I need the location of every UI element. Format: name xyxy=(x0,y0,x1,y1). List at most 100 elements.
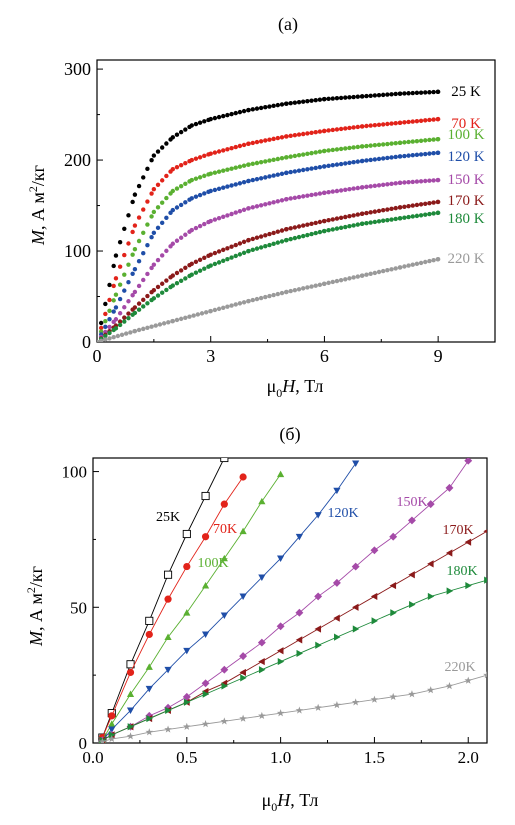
panel-a-data-point xyxy=(305,285,310,290)
panel-a-data-point xyxy=(360,158,365,164)
panel-a-data-point xyxy=(385,92,390,97)
panel-a-data-point xyxy=(347,214,352,219)
panel-a-data-point xyxy=(301,131,306,137)
panel-a-data-point xyxy=(246,206,251,211)
panel-b-data-point xyxy=(183,698,191,706)
panel-a-data-point xyxy=(402,264,407,269)
panel-a-data-point xyxy=(398,205,403,210)
panel-a-data-point xyxy=(98,320,104,326)
panel-a-x-tick-label: 6 xyxy=(320,346,329,366)
panel-a-data-point xyxy=(145,243,150,248)
panel-a-data-point xyxy=(305,232,310,238)
panel-a-data-point xyxy=(380,156,386,161)
panel-a-data-point xyxy=(170,166,176,172)
panel-b-data-point xyxy=(315,641,322,649)
panel-a-data-point xyxy=(284,227,289,232)
panel-a-data-point xyxy=(197,155,203,160)
panel-b-data-point xyxy=(352,460,360,468)
panel-a-data-point xyxy=(347,95,352,100)
panel-b-data-point xyxy=(276,709,285,717)
panel-a-data-point xyxy=(267,174,272,179)
panel-a-data-point xyxy=(330,227,335,232)
panel-a-data-point xyxy=(202,173,207,179)
panel-a-data-point xyxy=(191,313,196,318)
panel-a-data-point xyxy=(364,210,369,216)
panel-b-data-point xyxy=(165,706,172,715)
panel-b-data-point xyxy=(163,570,173,579)
panel-a-data-point xyxy=(145,325,150,330)
panel-b-series-25k xyxy=(98,458,229,742)
panel-a-data-point xyxy=(414,90,420,96)
panel-a-data-point xyxy=(267,201,272,206)
panel-b-data-point xyxy=(427,560,434,568)
panel-a-x-tick-label: 0 xyxy=(93,346,102,366)
panel-b-series-label: 25K xyxy=(156,510,180,525)
panel-a-data-point xyxy=(427,258,432,264)
panel-a-data-point xyxy=(288,236,293,242)
panel-b-series-label: 170K xyxy=(442,523,473,538)
panel-a-data-point xyxy=(292,169,298,174)
panel-a-data-point xyxy=(338,277,344,283)
panel-a-data-point xyxy=(393,181,398,186)
panel-a-data-point xyxy=(250,161,255,167)
panel-a-data-point xyxy=(372,93,378,98)
panel-a-data-point xyxy=(132,247,138,252)
panel-a-data-point xyxy=(414,118,420,124)
panel-a-data-point xyxy=(385,267,390,273)
panel-a-data-point xyxy=(398,91,403,96)
panel-a-data-point xyxy=(326,280,331,286)
panel-a-data-point xyxy=(406,153,411,158)
panel-a-data-point xyxy=(126,315,131,321)
panel-a-data-point xyxy=(229,166,234,171)
panel-a-data-point xyxy=(178,278,184,283)
panel-a-data-point xyxy=(355,222,360,227)
panel-a-data-point xyxy=(435,136,441,142)
panel-a-data-point xyxy=(149,235,154,240)
panel-a-data-point xyxy=(326,96,331,102)
panel-a-data-point xyxy=(389,217,394,222)
panel-b-data-point xyxy=(164,725,172,733)
panel-b-data-point xyxy=(314,592,323,601)
panel-a-data-point xyxy=(254,160,260,166)
panel-a-data-point xyxy=(107,297,112,303)
panel-a-data-point xyxy=(117,296,123,302)
panel-a-data-point xyxy=(380,208,386,213)
panel-a-data-point xyxy=(275,156,281,162)
panel-a-data-point xyxy=(132,267,138,272)
panel-a-data-point xyxy=(229,303,234,308)
panel-a-data-point xyxy=(263,233,268,238)
panel-a-data-point xyxy=(233,253,238,259)
panel-a-data-point xyxy=(355,159,360,164)
panel-a-data-point xyxy=(130,271,135,277)
panel-a-data-point xyxy=(103,301,108,307)
panel-a-data-point xyxy=(170,188,176,194)
panel-a-data-point xyxy=(271,292,276,298)
panel-a-data-point xyxy=(178,129,184,135)
panel-a-data-point xyxy=(317,164,323,170)
panel-a-data-point xyxy=(189,177,194,183)
panel-a-data-point xyxy=(334,96,340,101)
panel-a-data-point xyxy=(275,135,281,141)
panel-a-data-point xyxy=(376,183,382,188)
panel-a-data-point xyxy=(221,247,226,253)
panel-a-data-point xyxy=(398,140,403,145)
panel-a-data-point xyxy=(208,218,213,224)
panel-a-data-point xyxy=(334,127,340,132)
panel-a-data-point xyxy=(126,241,131,246)
panel-b-data-point xyxy=(277,657,285,666)
panel-b-data-point xyxy=(145,728,154,736)
panel-a-data-point xyxy=(174,280,180,286)
panel-b-data-point xyxy=(352,625,360,633)
panel-a-series-25k xyxy=(97,89,441,342)
panel-a-data-point xyxy=(193,270,199,275)
panel-b-data-point xyxy=(108,712,116,720)
panel-a-data-point xyxy=(301,233,306,239)
panel-a-series-label: 150 K xyxy=(447,172,484,188)
panel-a-data-point xyxy=(141,175,146,180)
panel-a-data-point xyxy=(151,153,157,158)
panel-a-data-point xyxy=(309,98,314,103)
panel-a-data-point xyxy=(322,128,327,134)
panel-a-data-point xyxy=(360,94,365,99)
panel-a-data-point xyxy=(113,326,119,331)
panel-a-series-70k xyxy=(97,116,441,342)
